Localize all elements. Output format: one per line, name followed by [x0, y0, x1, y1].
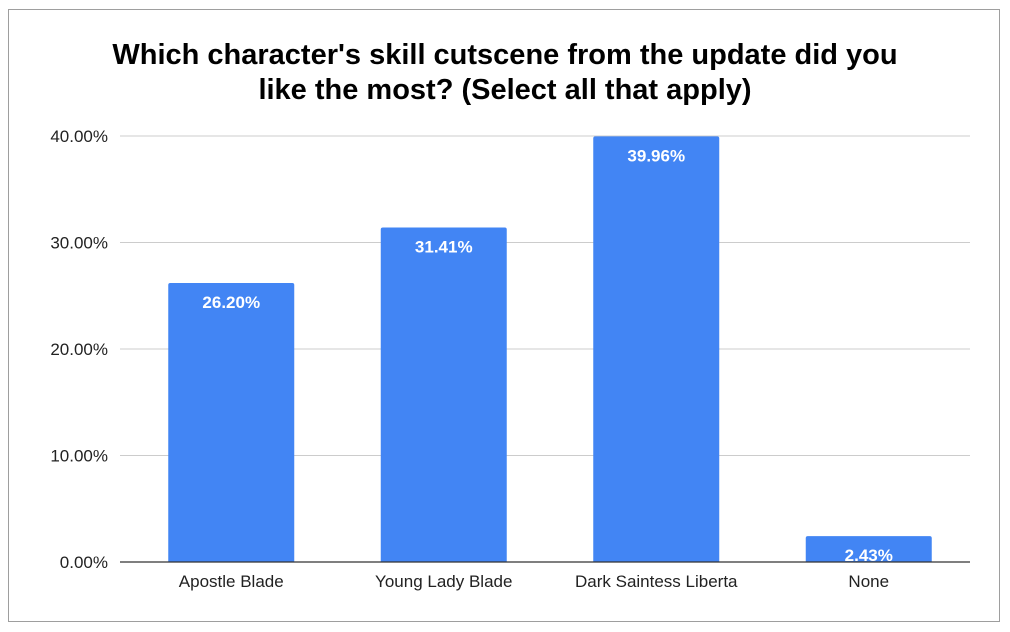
- bar-data-label: 31.41%: [415, 237, 473, 256]
- y-tick-label: 10.00%: [50, 447, 108, 466]
- chart-title: Which character's skill cutscene from th…: [0, 38, 1010, 108]
- x-category-label: Apostle Blade: [179, 572, 284, 591]
- bar: [168, 282, 295, 562]
- bar-data-label: 26.20%: [202, 293, 260, 312]
- y-tick-label: 40.00%: [50, 127, 108, 146]
- y-axis-ticks: 0.00% 10.00% 20.00% 30.00% 40.00%: [50, 127, 108, 572]
- y-tick-label: 0.00%: [60, 553, 108, 572]
- y-tick-label: 20.00%: [50, 340, 108, 359]
- x-axis-categories: Apostle Blade Young Lady Blade Dark Sainte…: [179, 572, 889, 591]
- chart-title-line-2: like the most? (Select all that apply): [258, 74, 752, 106]
- bars: 26.20% 31.41% 39.96% 2.43%: [168, 136, 932, 565]
- bar-data-label: 2.43%: [845, 546, 893, 565]
- x-category-label: Dark Saintess Liberta: [575, 572, 738, 591]
- x-category-label: None: [848, 572, 889, 591]
- bar: [805, 536, 932, 562]
- bar-data-label: 39.96%: [627, 146, 685, 165]
- bar: [380, 227, 507, 562]
- x-category-label: Young Lady Blade: [375, 572, 512, 591]
- y-tick-label: 30.00%: [50, 234, 108, 253]
- bar: [593, 136, 720, 562]
- chart-title-line-1: Which character's skill cutscene from th…: [112, 39, 898, 71]
